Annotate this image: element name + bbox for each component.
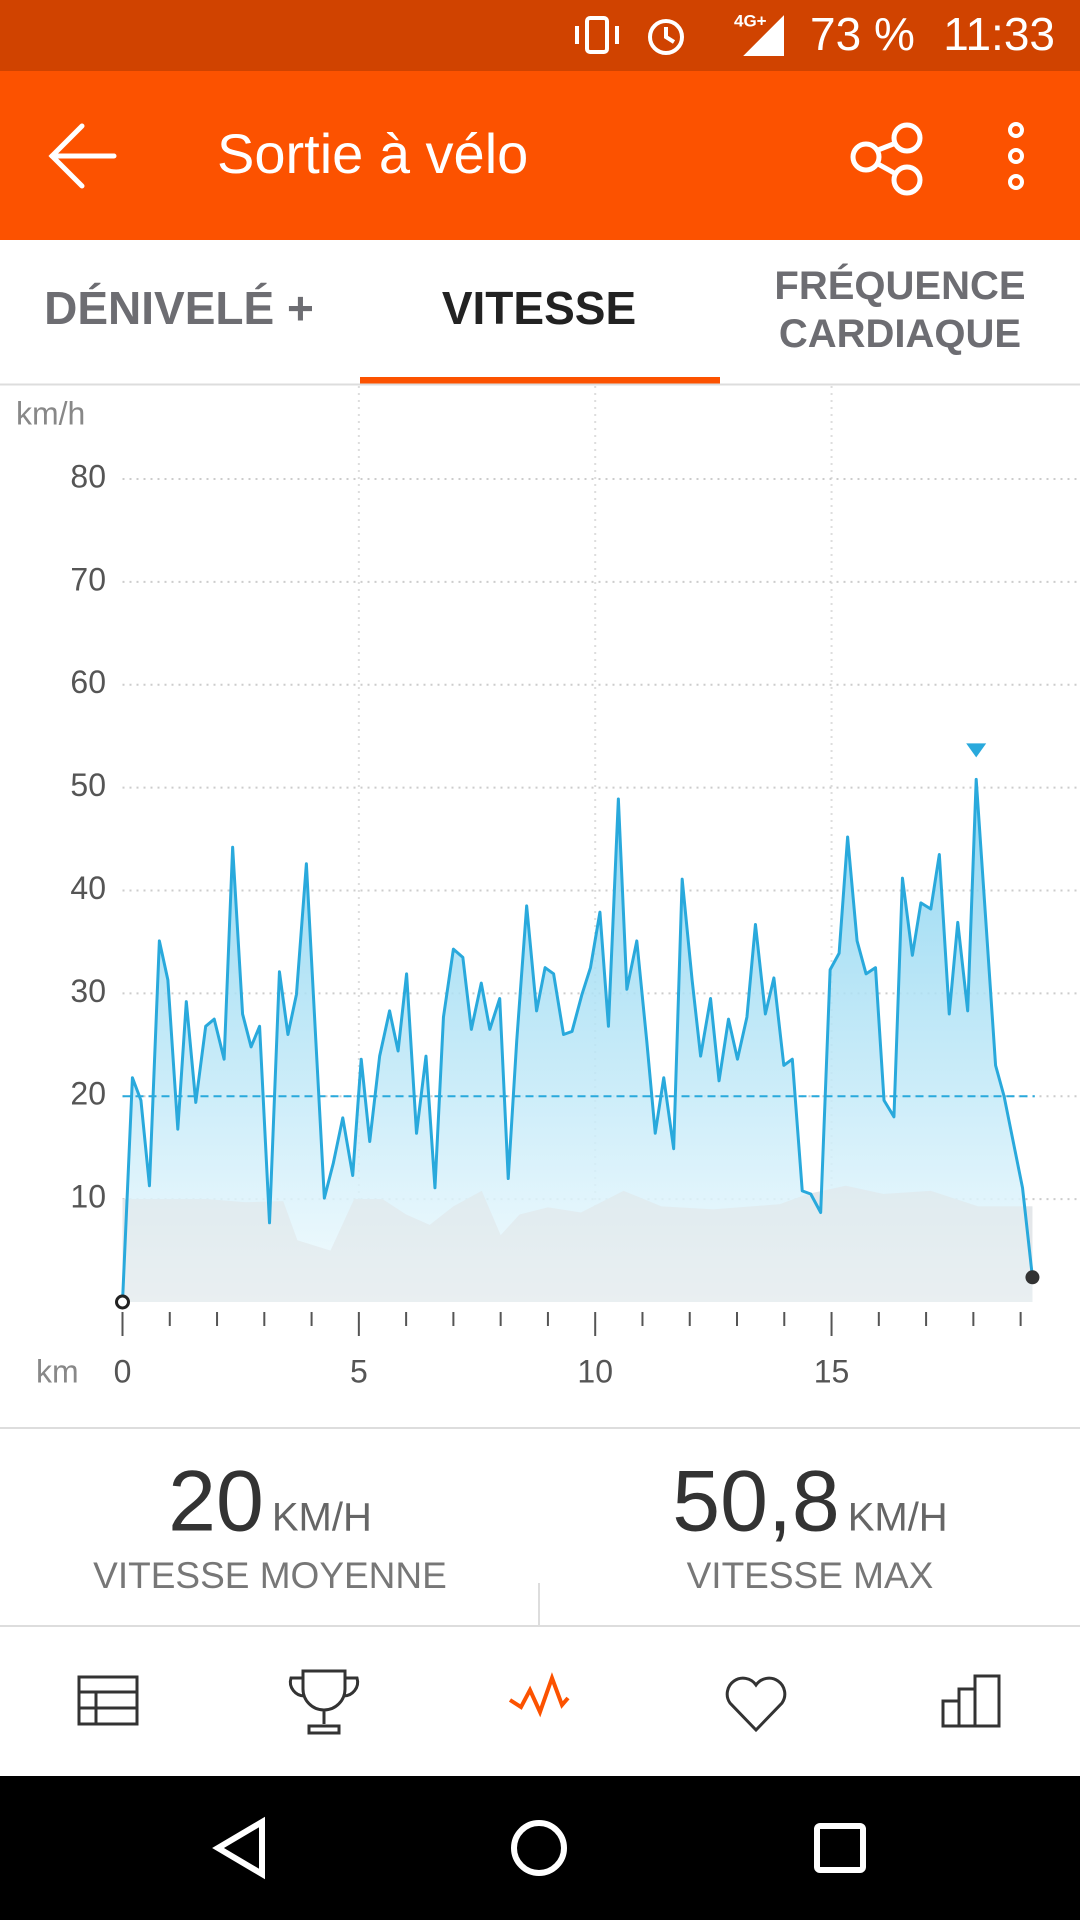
x-tick-label: 15 <box>814 1353 850 1389</box>
elevation-area <box>122 1185 1033 1302</box>
y-tick-label: 70 <box>70 561 106 597</box>
nav-recent[interactable] <box>814 1823 866 1873</box>
stat-value: 50,8 <box>672 1454 839 1550</box>
end-marker <box>1025 1270 1040 1285</box>
stat-unit: KM/H <box>272 1496 372 1540</box>
nav-stats[interactable] <box>941 1674 1001 1728</box>
nav-home[interactable] <box>511 1820 567 1876</box>
y-tick-label: 40 <box>70 870 106 906</box>
status-bar <box>0 0 1080 71</box>
stat-value: 20 <box>168 1454 264 1550</box>
nav-heart[interactable] <box>725 1676 787 1733</box>
y-tick-label: 20 <box>70 1076 106 1112</box>
y-tick-label: 10 <box>70 1179 106 1215</box>
nav-activity[interactable] <box>508 1672 570 1718</box>
y-axis-label: km/h <box>16 395 85 431</box>
tab-wrap: FRÉQUENCE CARDIAQUE <box>774 264 1026 356</box>
bottom-nav <box>77 1669 1001 1735</box>
tab[interactable]: FRÉQUENCE CARDIAQUE <box>774 264 1026 356</box>
back-button[interactable] <box>48 123 117 189</box>
battery-level: 73 % <box>810 8 915 60</box>
y-tick-label: 50 <box>70 767 106 803</box>
y-tick-label: 80 <box>70 458 106 494</box>
app-bar <box>0 71 1080 240</box>
start-marker <box>115 1294 130 1310</box>
speed-area <box>122 779 1033 1302</box>
x-tick-label: 10 <box>577 1353 613 1389</box>
stat-unit: KM/H <box>848 1496 948 1540</box>
stat-label: VITESSE MAX <box>687 1555 934 1596</box>
status-icons <box>575 15 784 56</box>
y-tick-label: 30 <box>70 973 106 1009</box>
y-tick-label: 60 <box>70 664 106 700</box>
clock: 11:33 <box>943 8 1055 60</box>
chart: km/h km 0 5 10 15 10 20 30 40 50 60 70 80 <box>16 386 1080 1389</box>
network-label: 4G+ <box>734 11 767 30</box>
system-nav <box>0 1776 1080 1920</box>
max-marker <box>966 743 987 758</box>
x-axis-label: km <box>36 1353 79 1389</box>
app-title: Sortie à vélo <box>217 122 528 185</box>
tab-indicator <box>360 377 720 384</box>
nav-back[interactable] <box>212 1816 265 1880</box>
x-tick-label: 0 <box>114 1353 132 1389</box>
system-buttons <box>212 1816 866 1880</box>
nav-trophy[interactable] <box>288 1669 360 1735</box>
nav-list[interactable] <box>77 1675 139 1726</box>
stat-label: VITESSE MOYENNE <box>93 1555 447 1596</box>
tab[interactable]: DÉNIVELÉ + <box>44 282 314 334</box>
tab-active[interactable]: VITESSE <box>442 282 636 334</box>
menu-button[interactable] <box>1008 122 1024 190</box>
x-tick-label: 5 <box>350 1353 368 1389</box>
share-button[interactable] <box>850 122 923 196</box>
speed-line <box>121 777 1034 1303</box>
